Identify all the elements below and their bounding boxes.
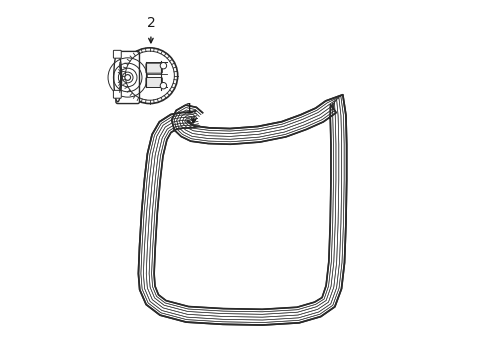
Circle shape <box>160 82 166 89</box>
Circle shape <box>124 75 130 80</box>
FancyBboxPatch shape <box>113 50 121 58</box>
Circle shape <box>122 48 177 104</box>
Circle shape <box>160 63 166 69</box>
Ellipse shape <box>114 53 122 102</box>
FancyBboxPatch shape <box>113 90 121 98</box>
FancyBboxPatch shape <box>145 77 162 87</box>
Text: 1: 1 <box>184 102 193 116</box>
Polygon shape <box>138 95 346 325</box>
FancyBboxPatch shape <box>116 51 139 104</box>
FancyBboxPatch shape <box>145 63 162 73</box>
Text: 2: 2 <box>146 16 155 30</box>
